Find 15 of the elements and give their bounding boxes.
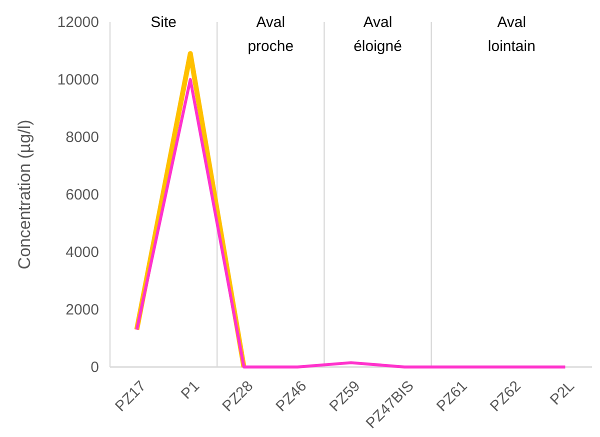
annotation: Site [150,14,176,31]
line-series [135,78,567,368]
y-tick-label: 8000 [66,128,99,146]
y-tick-label: 6000 [66,186,99,204]
y-axis-title: Concentration (µg/l) [15,120,34,270]
annotation: Aval éloigné [354,14,402,55]
x-tick-label: P2L [546,378,578,409]
y-tick-label: 4000 [66,244,99,261]
y-tick-label: 10000 [57,71,99,88]
y-tick-label: 2000 [66,301,99,318]
y-tick-label: 12000 [57,14,99,31]
annotation: Aval proche [248,14,294,55]
x-tick-label: P1 [178,378,203,403]
annotation: Aval lointain [488,14,536,55]
y-tick-label: 0 [90,358,99,376]
